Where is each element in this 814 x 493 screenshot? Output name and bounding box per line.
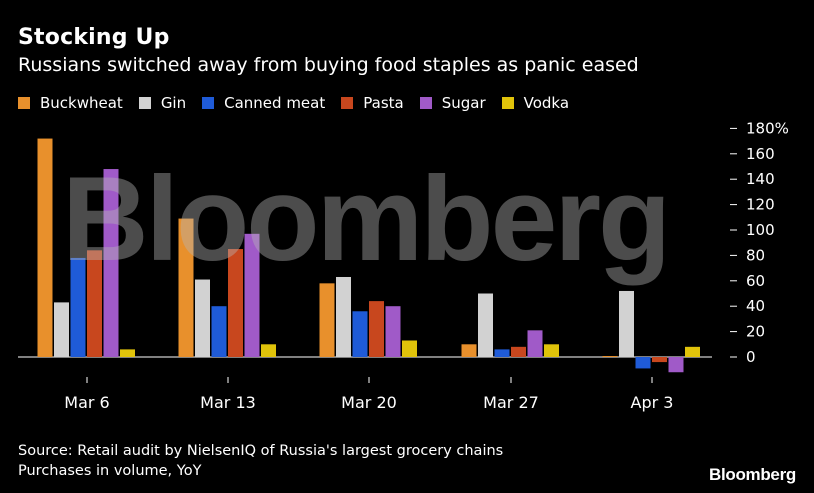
y-tick-label: 0 (746, 348, 756, 366)
y-tick-label: 40 (746, 297, 765, 315)
legend-label: Canned meat (224, 94, 326, 112)
bar (195, 279, 210, 357)
legend-item: Sugar (419, 94, 486, 112)
chart-subtitle: Russians switched away from buying food … (18, 54, 639, 76)
legend-label: Sugar (441, 94, 486, 112)
legend-label: Vodka (523, 94, 570, 112)
legend-item: Pasta (341, 94, 404, 112)
y-tick-label: 80 (746, 246, 765, 264)
bar (54, 302, 69, 357)
bar (402, 340, 417, 357)
y-tick-label: 180% (746, 119, 789, 137)
bar (336, 276, 351, 357)
legend-label: Gin (160, 94, 187, 112)
bar (120, 349, 135, 357)
bar (635, 357, 651, 369)
y-tick-label: 160 (746, 145, 775, 163)
bar (652, 357, 667, 363)
y-tick-label: 60 (746, 272, 765, 290)
bar (461, 344, 477, 357)
bar (211, 306, 227, 357)
bar (261, 344, 276, 357)
x-tick-label: Mar 6 (64, 393, 109, 412)
bar (228, 249, 243, 357)
legend-swatch (138, 97, 151, 109)
bar (511, 346, 526, 357)
x-tick-label: Apr 3 (631, 393, 674, 412)
chart-footer: Source: Retail audit by NielsenIQ of Rus… (18, 441, 503, 481)
source-note: Source: Retail audit by NielsenIQ of Rus… (18, 443, 504, 459)
legend-swatch (501, 97, 514, 109)
y-tick-label: 120 (746, 196, 775, 214)
y-tick-label: 100 (746, 221, 775, 239)
bar (352, 311, 368, 357)
bar (103, 169, 119, 357)
legend-swatch (18, 97, 30, 109)
units-note: Purchases in volume, YoY (18, 463, 202, 479)
legend-swatch (202, 97, 215, 109)
bar (244, 233, 260, 357)
y-tick-label: 140 (746, 170, 775, 188)
legend-item: Canned meat (202, 94, 325, 112)
bar (369, 301, 384, 357)
chart-title: Stocking Up (18, 25, 170, 50)
chart-legend: Buckwheat Gin Canned meat Pasta Sugar Vodka (18, 94, 585, 112)
legend-label: Buckwheat (40, 94, 123, 112)
bar (527, 330, 543, 357)
bar (544, 344, 559, 357)
legend-label: Pasta (363, 94, 404, 112)
bar (602, 356, 618, 357)
bar (319, 283, 335, 357)
legend-item: Vodka (501, 94, 570, 112)
x-tick-label: Mar 13 (200, 393, 256, 412)
bar (685, 346, 700, 357)
legend-swatch (419, 97, 432, 109)
bar (178, 218, 194, 357)
bar (478, 293, 493, 357)
bar (668, 357, 684, 373)
bar (385, 306, 401, 357)
bloomberg-logo: Bloomberg (708, 465, 796, 484)
y-tick-label: 20 (746, 323, 765, 341)
bar (619, 290, 634, 357)
bar (494, 349, 510, 357)
legend-item: Buckwheat (18, 94, 123, 112)
legend-item: Gin (138, 94, 187, 112)
bar (87, 250, 102, 357)
bar (37, 138, 53, 357)
bar (70, 257, 86, 357)
legend-swatch (341, 97, 354, 109)
x-tick-label: Mar 27 (483, 393, 539, 412)
x-tick-label: Mar 20 (341, 393, 397, 412)
